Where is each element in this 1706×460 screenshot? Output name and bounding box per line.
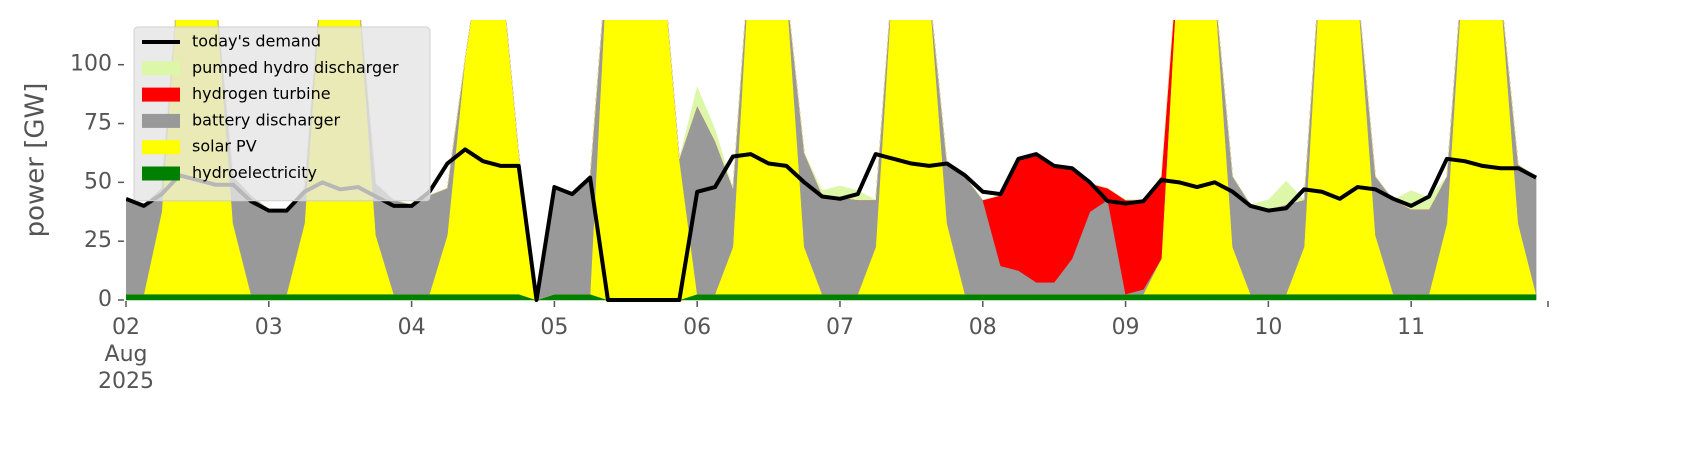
x-tick-label: 05 — [540, 315, 569, 340]
x-tick-label: 03 — [254, 315, 283, 340]
legend-label: solar PV — [192, 137, 257, 156]
legend-swatch — [142, 140, 180, 155]
legend-swatch — [142, 87, 180, 102]
x-tick-label: 04 — [397, 315, 426, 340]
legend-swatch — [142, 61, 180, 76]
legend-label: hydroelectricity — [192, 163, 317, 182]
x-tick-label: 02 Aug 2025 — [98, 315, 154, 394]
x-tick-label: 06 — [683, 315, 712, 340]
legend-box — [133, 26, 431, 202]
y-tick-label: 100 — [70, 52, 112, 77]
legend-label: today's demand — [192, 32, 321, 51]
x-tick-label: 09 — [1111, 315, 1140, 340]
y-tick-label: 75 — [84, 111, 112, 136]
legend-label: pumped hydro discharger — [192, 58, 399, 77]
y-axis-label: power [GW] — [21, 83, 51, 238]
plot-area — [126, 20, 1538, 302]
legend-swatch — [142, 113, 180, 128]
y-tick-label: 50 — [84, 169, 112, 194]
x-tick-label: 08 — [968, 315, 997, 340]
legend-label: hydrogen turbine — [192, 84, 331, 103]
x-tick-label: 11 — [1397, 315, 1426, 340]
x-tick-label: 07 — [825, 315, 854, 340]
y-tick-label: 25 — [84, 228, 112, 253]
legend-label: battery discharger — [192, 110, 340, 129]
x-tick-label: 10 — [1254, 315, 1283, 340]
legend-swatch — [142, 166, 180, 181]
y-tick-label: 0 — [98, 287, 112, 312]
area — [126, 293, 1537, 301]
